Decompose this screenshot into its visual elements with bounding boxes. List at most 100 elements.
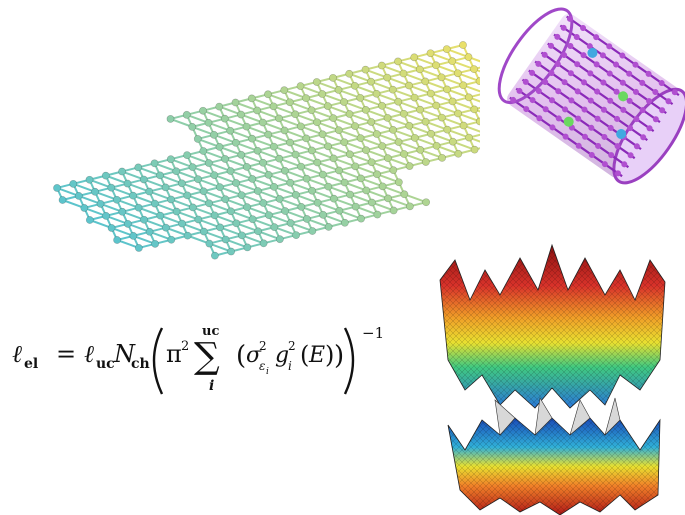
carbon-atom [259, 199, 268, 207]
pi-exponent: 2 [181, 339, 189, 354]
carbon-atom [177, 179, 186, 188]
carbon-atom [388, 85, 397, 94]
carbon-atom [182, 110, 191, 119]
carbon-atom [464, 93, 473, 102]
nanotube-atom [529, 69, 536, 76]
carbon-atom [378, 142, 387, 150]
nanotube-atom [581, 106, 588, 113]
carbon-atom [264, 170, 273, 179]
carbon-atom [399, 69, 408, 78]
g-subscript: i [288, 359, 292, 373]
carbon-atom [410, 93, 419, 102]
carbon-atom [269, 142, 278, 151]
carbon-atom [270, 223, 279, 232]
carbon-atom [275, 154, 284, 163]
nanotube-atom [632, 88, 639, 95]
carbon-atom [464, 53, 473, 61]
carbon-atom [210, 130, 218, 139]
carbon-atom [188, 163, 197, 172]
carbon-atom [183, 151, 191, 159]
carbon-atom [405, 202, 414, 211]
carbon-atom [405, 162, 414, 170]
carbon-atom [443, 125, 452, 134]
carbon-atom [415, 65, 424, 74]
carbon-atom [367, 198, 376, 207]
carbon-atom [383, 154, 392, 163]
carbon-atom [389, 206, 398, 215]
carbon-atom [432, 101, 441, 110]
carbon-atom [410, 53, 419, 62]
nanotube-atom [529, 97, 536, 104]
carbon-atom [275, 114, 283, 123]
carbon-atom [188, 203, 197, 212]
nanotube-atom [535, 60, 542, 67]
carbon-atom [470, 105, 479, 114]
nanotube-atom [541, 51, 548, 58]
carbon-atom [69, 179, 78, 188]
carbon-atom [351, 122, 359, 130]
carbon-atom [302, 94, 310, 103]
nanotube-atom [601, 133, 608, 140]
carbon-atom [302, 134, 311, 143]
carbon-atom [166, 115, 175, 123]
nanotube-atom [599, 52, 606, 59]
carbon-atom [226, 167, 235, 175]
carbon-atom [372, 130, 381, 138]
nanotube-atom [632, 61, 639, 68]
carbon-atom [302, 174, 311, 183]
carbon-atom [183, 191, 192, 200]
carbon-atom [470, 145, 479, 154]
nanotube-atom [665, 98, 672, 105]
nanotube-atom [594, 88, 601, 95]
carbon-atom [324, 182, 333, 191]
carbon-atom [85, 216, 94, 224]
carbon-atom [231, 138, 240, 147]
nanotube-atom [600, 79, 607, 86]
carbon-atom [129, 191, 137, 200]
graphene-sheet-illustration [0, 0, 480, 285]
carbon-atom [232, 219, 241, 228]
carbon-atom [264, 90, 272, 99]
nanotube-atom [601, 161, 608, 168]
carbon-atom [432, 61, 440, 70]
carbon-atom [280, 126, 289, 135]
nanotube-atom [535, 88, 542, 95]
nanotube-atom [573, 33, 580, 40]
carbon-atom [167, 195, 175, 204]
carbon-atom [242, 162, 251, 171]
carbon-atom [465, 133, 473, 142]
nanotube-atom [621, 161, 628, 168]
carbon-atom [459, 41, 467, 49]
inner-left-paren: ( [236, 341, 246, 371]
nanotube-atom [549, 124, 556, 131]
nanotube-atom [510, 96, 517, 103]
nanotube-atom [523, 106, 530, 113]
carbon-atom [432, 141, 441, 150]
carbon-atom [140, 215, 148, 224]
carbon-atom [308, 227, 317, 235]
carbon-atom [329, 114, 338, 123]
carbon-atom [324, 222, 333, 231]
carbon-atom [383, 113, 392, 122]
carbon-atom [215, 183, 224, 192]
carbon-atom [156, 211, 165, 220]
dopant-atom [563, 116, 574, 127]
carbon-atom [335, 166, 343, 175]
sigma-symbol: σ [246, 343, 262, 368]
carbon-atom [270, 182, 278, 191]
nanotube-atom [620, 106, 627, 113]
carbon-atom [405, 81, 413, 90]
carbon-atom [383, 73, 392, 82]
sigma-superscript: 2 [259, 339, 267, 353]
carbon-atom [372, 89, 381, 98]
carbon-atom [80, 204, 89, 212]
nanotube-atom [562, 133, 569, 140]
carbon-atom [345, 69, 354, 78]
inner-right-paren: ) [334, 341, 344, 371]
carbon-atom [302, 215, 311, 223]
carbon-atom [118, 207, 127, 216]
carbon-atom [296, 122, 305, 131]
carbon-atom [258, 118, 267, 127]
pi-symbol: π [166, 340, 182, 368]
carbon-atom [475, 117, 480, 126]
